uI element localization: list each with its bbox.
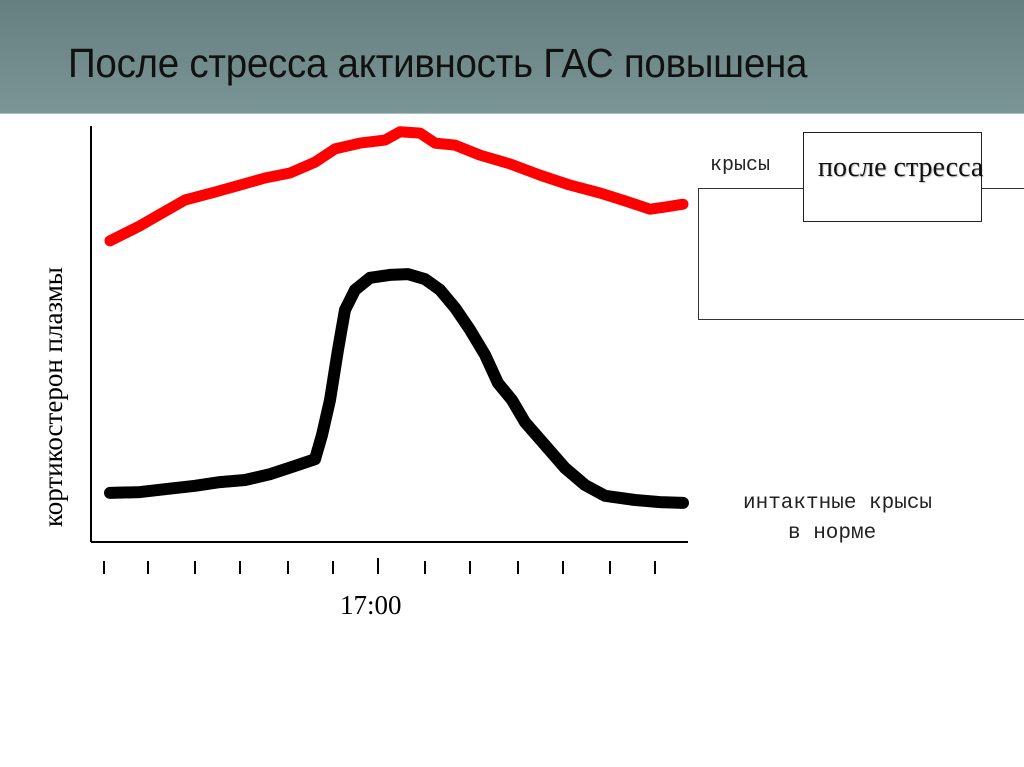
legend-normal-line2: в норме bbox=[788, 522, 877, 545]
series-line-normal bbox=[104, 268, 689, 509]
legend-stress-label: после стресса bbox=[818, 152, 984, 183]
legend-normal-line1: интактные крысы bbox=[743, 492, 933, 515]
x-axis-ticks bbox=[103, 558, 656, 574]
legend-box-stress bbox=[803, 132, 982, 222]
slide-title: После стресса активность ГАС повышена bbox=[68, 40, 808, 86]
series-line-stress bbox=[104, 126, 689, 247]
legend-stress-prefix: крысы bbox=[710, 154, 775, 177]
slide-header: После стресса активность ГАС повышена bbox=[0, 0, 1024, 114]
x-tick-label-1700: 17:00 bbox=[340, 590, 402, 620]
y-axis-label: кортикостерон плазмы bbox=[38, 267, 68, 527]
